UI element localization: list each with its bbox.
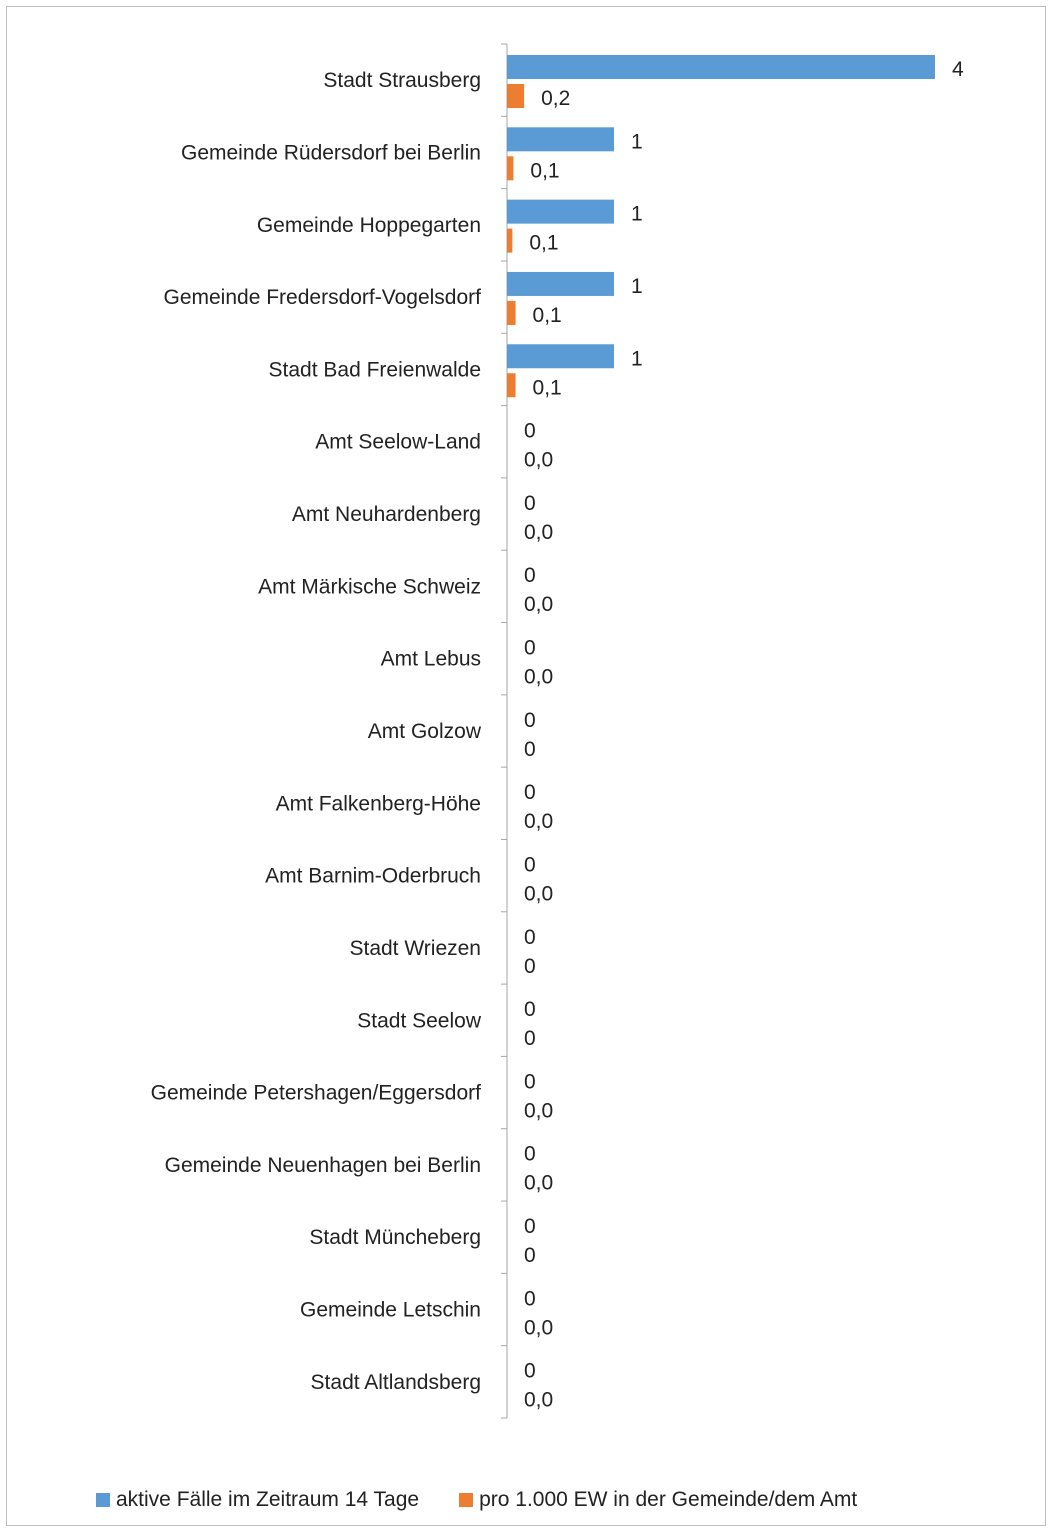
category-label: Stadt Wriezen xyxy=(349,937,481,960)
data-label-per-1000: 0,1 xyxy=(530,159,559,182)
data-label-active-cases: 1 xyxy=(631,275,643,298)
category-label: Gemeinde Petershagen/Eggersdorf xyxy=(151,1082,482,1105)
data-label-per-1000: 0 xyxy=(524,955,536,978)
data-label-per-1000: 0,0 xyxy=(524,1389,553,1412)
data-label-per-1000: 0,0 xyxy=(524,1099,553,1122)
data-label-active-cases: 0 xyxy=(524,637,536,660)
bar-active-cases xyxy=(507,271,614,296)
bar-active-cases xyxy=(507,127,614,152)
category-label: Gemeinde Letschin xyxy=(300,1299,481,1322)
data-label-active-cases: 0 xyxy=(524,1070,536,1093)
category-label: Stadt Seelow xyxy=(357,1009,482,1032)
data-label-per-1000: 0,0 xyxy=(524,882,553,905)
category-label: Amt Barnim-Oderbruch xyxy=(265,865,481,888)
data-label-per-1000: 0,2 xyxy=(541,87,570,110)
legend-label-per-1000: pro 1.000 EW in der Gemeinde/dem Amt xyxy=(479,1488,858,1511)
legend-swatch-per-1000 xyxy=(459,1493,474,1507)
data-label-per-1000: 0 xyxy=(524,738,536,761)
data-label-active-cases: 0 xyxy=(524,1287,536,1310)
data-label-per-1000: 0 xyxy=(524,1244,536,1267)
data-label-per-1000: 0,0 xyxy=(524,593,553,616)
bar-per-1000 xyxy=(507,228,513,253)
data-label-active-cases: 1 xyxy=(631,203,643,226)
category-label: Stadt Strausberg xyxy=(323,69,481,92)
data-label-active-cases: 0 xyxy=(524,492,536,515)
bar-active-cases xyxy=(507,55,935,79)
data-label-per-1000: 0,0 xyxy=(524,666,553,689)
data-label-active-cases: 0 xyxy=(524,1360,536,1383)
data-label-per-1000: 0,0 xyxy=(524,810,553,833)
category-label: Gemeinde Rüdersdorf bei Berlin xyxy=(181,141,481,164)
bar-per-1000 xyxy=(507,300,516,325)
category-label: Amt Märkische Schweiz xyxy=(258,575,481,598)
data-label-active-cases: 0 xyxy=(524,853,536,876)
category-label: Amt Seelow-Land xyxy=(315,431,481,454)
data-label-per-1000: 0,0 xyxy=(524,1172,553,1195)
data-label-active-cases: 0 xyxy=(524,998,536,1021)
legend: aktive Fälle im Zeitraum 14 Tage pro 1.0… xyxy=(96,1488,897,1512)
legend-item-per-1000: pro 1.000 EW in der Gemeinde/dem Amt xyxy=(459,1488,857,1512)
bar-active-cases xyxy=(507,344,614,369)
data-label-active-cases: 0 xyxy=(524,420,536,443)
category-label: Amt Neuhardenberg xyxy=(292,503,481,526)
category-label: Amt Falkenberg-Höhe xyxy=(276,792,481,815)
legend-item-cases: aktive Fälle im Zeitraum 14 Tage xyxy=(96,1488,419,1512)
legend-label-cases: aktive Fälle im Zeitraum 14 Tage xyxy=(116,1488,420,1511)
bar-active-cases xyxy=(507,199,614,224)
data-label-active-cases: 0 xyxy=(524,781,536,804)
category-label: Gemeinde Neuenhagen bei Berlin xyxy=(165,1154,481,1177)
bar-per-1000 xyxy=(507,373,516,398)
data-label-active-cases: 0 xyxy=(524,564,536,587)
data-label-per-1000: 0,1 xyxy=(529,232,558,255)
data-label-active-cases: 4 xyxy=(952,58,964,81)
category-label: Gemeinde Hoppegarten xyxy=(257,214,481,237)
legend-swatch-cases xyxy=(96,1493,110,1507)
data-label-active-cases: 1 xyxy=(631,347,643,370)
bar-per-1000 xyxy=(507,156,514,181)
chart-frame xyxy=(6,6,1046,1526)
bar-per-1000 xyxy=(507,84,525,108)
data-label-per-1000: 0,0 xyxy=(524,521,553,544)
category-label: Amt Lebus xyxy=(381,648,481,671)
data-label-per-1000: 0,0 xyxy=(524,1316,553,1339)
data-label-per-1000: 0,1 xyxy=(533,304,562,327)
data-label-active-cases: 1 xyxy=(631,130,643,153)
data-label-per-1000: 0,1 xyxy=(533,376,562,399)
category-label: Stadt Altlandsberg xyxy=(311,1371,481,1394)
data-label-active-cases: 0 xyxy=(524,709,536,732)
data-label-active-cases: 0 xyxy=(524,1215,536,1238)
data-label-active-cases: 0 xyxy=(524,926,536,949)
data-label-active-cases: 0 xyxy=(524,1143,536,1166)
category-label: Stadt Müncheberg xyxy=(309,1226,481,1249)
data-label-per-1000: 0,0 xyxy=(524,449,553,472)
data-label-per-1000: 0 xyxy=(524,1027,536,1050)
category-label: Amt Golzow xyxy=(368,720,482,743)
category-label: Stadt Bad Freienwalde xyxy=(269,358,481,381)
category-label: Gemeinde Fredersdorf-Vogelsdorf xyxy=(164,286,482,309)
